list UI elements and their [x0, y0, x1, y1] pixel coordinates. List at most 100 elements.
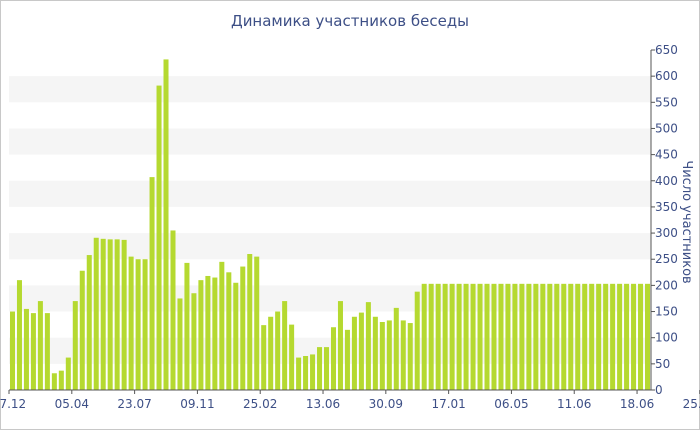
bar: [386, 320, 392, 390]
bar: [23, 308, 29, 390]
bar: [449, 283, 455, 390]
y-tick-label: 100: [655, 331, 678, 345]
bar: [477, 283, 483, 390]
bar: [596, 283, 602, 390]
bar: [93, 237, 99, 390]
y-tick-label: 500: [655, 121, 678, 135]
bar: [205, 275, 211, 390]
bar: [568, 283, 574, 390]
y-tick-label: 0: [655, 383, 663, 397]
bar: [149, 177, 155, 390]
bar: [414, 291, 420, 390]
bar: [337, 301, 343, 390]
bar: [393, 307, 399, 390]
bar: [421, 283, 427, 390]
bar: [58, 370, 64, 390]
bar: [170, 230, 176, 390]
bar: [554, 283, 560, 390]
bar: [330, 327, 336, 390]
bar: [198, 280, 204, 390]
chart-title: Динамика участников беседы: [230, 12, 470, 30]
bar: [407, 323, 413, 390]
bar: [470, 283, 476, 390]
bar: [463, 283, 469, 390]
grid-band: [9, 128, 651, 155]
bar-series: [9, 59, 651, 391]
bar: [456, 283, 462, 390]
y-tick-label: 300: [655, 226, 678, 240]
grid-band: [9, 76, 651, 103]
bar: [37, 301, 43, 390]
x-tick-label: 18.06: [620, 397, 654, 411]
bar: [9, 311, 15, 390]
bar: [365, 302, 371, 390]
y-tick-label: 200: [655, 278, 678, 292]
y-tick-label: 250: [655, 252, 678, 266]
bar: [324, 347, 330, 390]
bar: [484, 283, 490, 390]
bar: [289, 324, 295, 390]
y-axis-ticks: 0 50 100 150 200 250 300 350 400 450 500 550 600 650: [651, 43, 678, 397]
bar: [344, 329, 350, 390]
bar: [16, 280, 22, 390]
x-tick-label: 25.02: [243, 397, 277, 411]
bar: [135, 259, 141, 390]
bar: [282, 301, 288, 390]
bar: [128, 256, 134, 390]
bar: [44, 313, 50, 390]
bar: [268, 316, 274, 390]
bar: [261, 325, 267, 390]
bar: [351, 316, 357, 390]
bar: [582, 283, 588, 390]
bar: [163, 59, 169, 391]
bar: [428, 283, 434, 390]
bar: [86, 255, 92, 390]
bar: [603, 283, 609, 390]
bar: [575, 283, 581, 390]
bar: [107, 239, 113, 390]
y-tick-label: 50: [655, 357, 670, 371]
bar: [191, 293, 197, 390]
y-tick-label: 400: [655, 174, 678, 188]
y-tick-label: 450: [655, 148, 678, 162]
bar: [400, 320, 406, 390]
bar: [435, 283, 441, 390]
grid-band: [9, 180, 651, 207]
bar: [638, 283, 644, 390]
bar: [303, 356, 309, 390]
x-tick-label: 06.05: [494, 397, 528, 411]
bar: [379, 322, 385, 390]
y-tick-label: 150: [655, 305, 678, 319]
bar: [254, 256, 260, 390]
bar: [519, 283, 525, 390]
x-tick-label: 13.06: [306, 397, 340, 411]
bar: [310, 354, 316, 390]
bar: [51, 373, 57, 390]
bar: [358, 312, 364, 390]
bar: [233, 282, 239, 390]
x-tick-label: 25.06: [683, 397, 700, 411]
y-axis-label: Число участников: [679, 160, 694, 283]
bar: [79, 270, 85, 390]
bar: [617, 283, 623, 390]
bar: [631, 283, 637, 390]
bar: [240, 266, 246, 390]
bar: [526, 283, 532, 390]
bar: [219, 261, 225, 390]
bar: [184, 262, 190, 390]
bar: [491, 283, 497, 390]
bar: [610, 283, 616, 390]
y-tick-label: 650: [655, 43, 678, 57]
x-tick-label: 11.06: [557, 397, 591, 411]
bar: [72, 301, 78, 390]
y-tick-label: 550: [655, 95, 678, 109]
bar: [547, 283, 553, 390]
bar: [512, 283, 518, 390]
y-tick-label: 600: [655, 69, 678, 83]
bar: [317, 347, 323, 390]
x-tick-label: 17.01: [431, 397, 465, 411]
bar: [65, 357, 71, 390]
bar: [121, 239, 127, 390]
bar: [372, 316, 378, 390]
